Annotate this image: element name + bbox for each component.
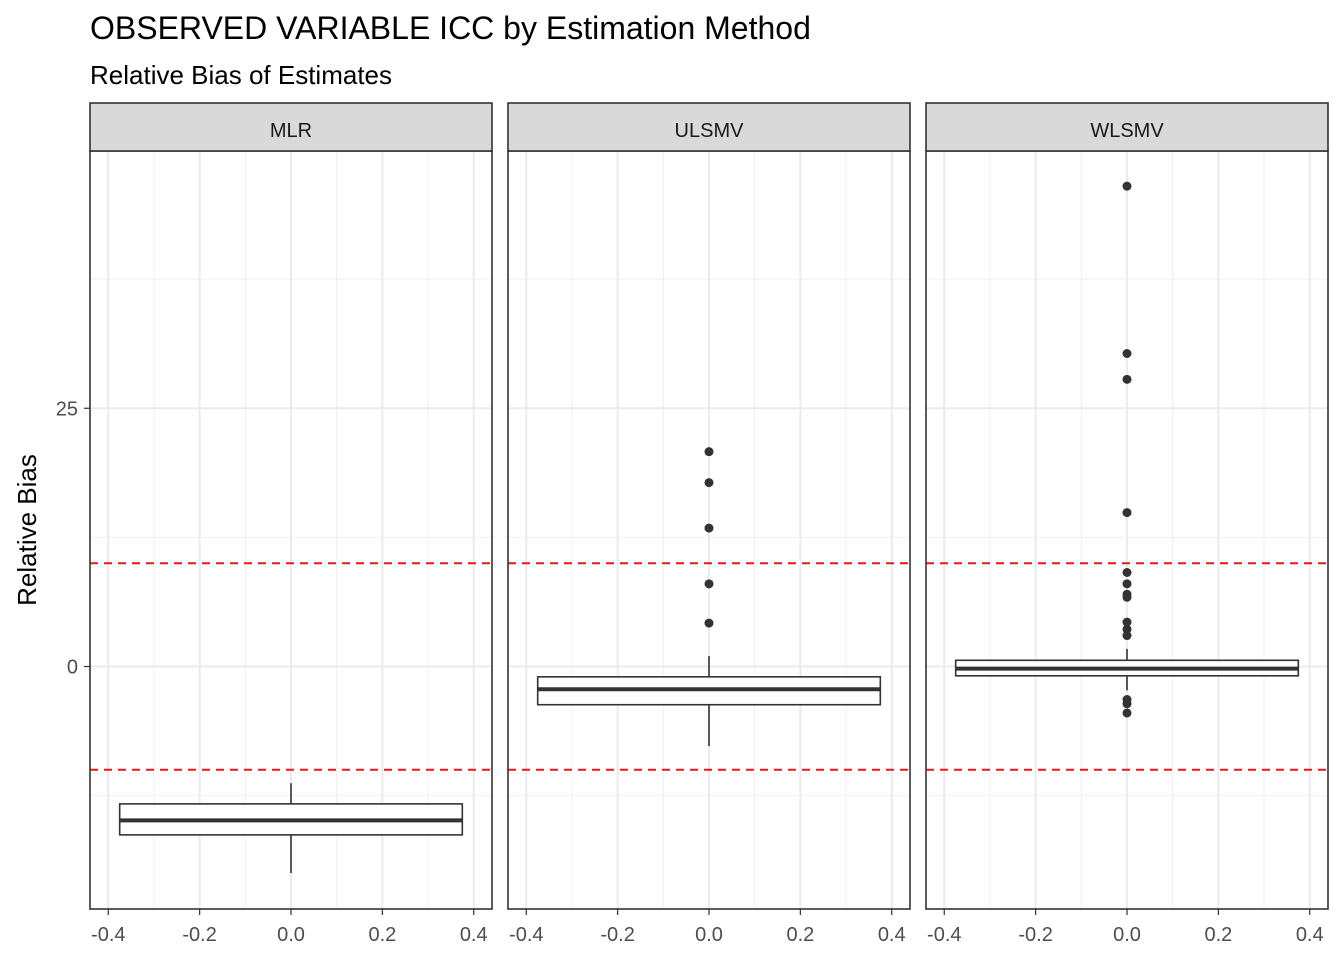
x-tick-label: 0.2 [368, 924, 396, 946]
outlier-point [1122, 374, 1132, 384]
facet-label: ULSMV [675, 120, 745, 142]
outlier-point [1122, 708, 1132, 718]
outlier-point [1122, 567, 1132, 577]
x-tick-label: 0.2 [1204, 924, 1232, 946]
facet-label: WLSMV [1090, 120, 1164, 142]
x-tick-label: -0.2 [182, 924, 216, 946]
x-tick-label: -0.4 [91, 924, 125, 946]
y-tick-label: 25 [56, 398, 78, 420]
outlier-point [1122, 349, 1132, 359]
outlier-point [1122, 699, 1132, 709]
outlier-point [704, 618, 714, 628]
facet-strip [507, 102, 911, 152]
x-tick-label: 0.0 [1113, 924, 1141, 946]
chart-subtitle: Relative Bias of Estimates [90, 60, 393, 90]
x-tick-label: -0.2 [600, 924, 634, 946]
outlier-point [704, 579, 714, 589]
x-tick-label: 0.4 [878, 924, 906, 946]
x-tick-label: 0.2 [786, 924, 814, 946]
outlier-point [1122, 617, 1132, 627]
x-tick-label: -0.4 [509, 924, 543, 946]
x-tick-label: -0.4 [927, 924, 961, 946]
outlier-point [1122, 181, 1132, 191]
outlier-point [1122, 579, 1132, 589]
outlier-point [1122, 624, 1132, 634]
y-axis-title: Relative Bias [12, 454, 42, 606]
x-tick-label: 0.4 [1296, 924, 1324, 946]
y-tick-label: 0 [67, 657, 78, 679]
x-tick-label: 0.4 [460, 924, 488, 946]
x-tick-label: 0.0 [277, 924, 305, 946]
facet-label: MLR [270, 120, 312, 142]
outlier-point [1122, 631, 1132, 641]
x-tick-label: -0.2 [1018, 924, 1052, 946]
x-tick-label: 0.0 [695, 924, 723, 946]
outlier-point [704, 523, 714, 533]
outlier-point [1122, 592, 1132, 602]
outlier-point [704, 447, 714, 457]
outlier-point [1122, 508, 1132, 518]
chart-title: OBSERVED VARIABLE ICC by Estimation Meth… [90, 10, 811, 46]
outlier-point [704, 478, 714, 488]
facet-strip [89, 102, 493, 152]
facet-strip [925, 102, 1329, 152]
